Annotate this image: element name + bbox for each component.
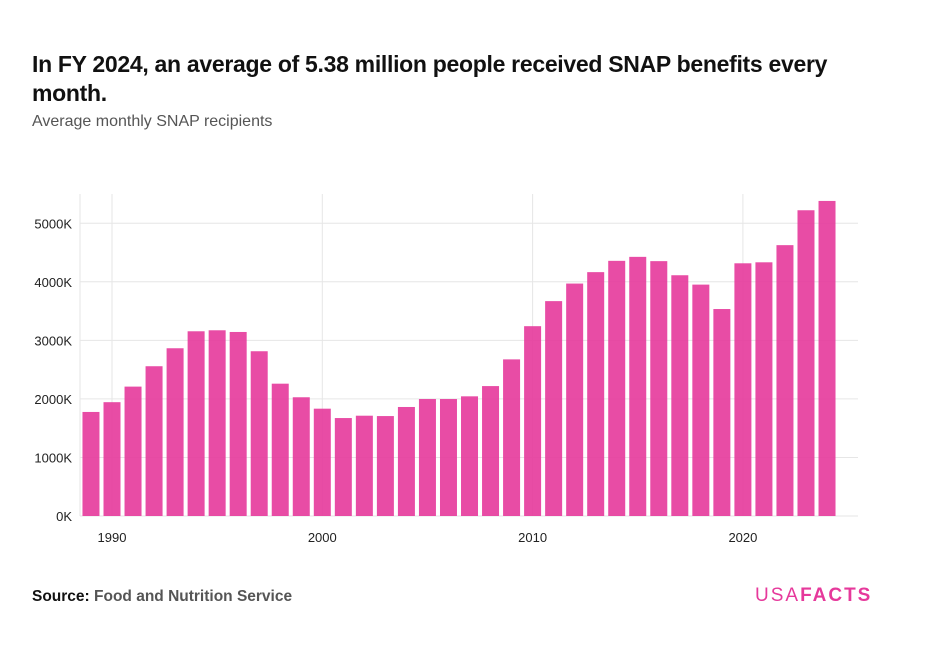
bar — [587, 272, 605, 516]
bar — [608, 260, 626, 516]
bar — [208, 330, 226, 516]
bar — [545, 301, 563, 516]
bar — [229, 331, 247, 516]
bar — [166, 348, 184, 516]
y-tick-label: 2000K — [34, 392, 72, 407]
bar — [103, 402, 121, 516]
bar — [734, 263, 752, 516]
bar — [503, 359, 521, 516]
source-text: Food and Nutrition Service — [94, 588, 293, 605]
logo-usa: USA — [755, 585, 801, 606]
bar — [292, 397, 310, 516]
logo-facts: FACTS — [800, 585, 873, 606]
bar — [524, 326, 542, 516]
bar — [124, 386, 142, 516]
bar — [355, 415, 373, 516]
bar — [334, 418, 352, 516]
bar — [797, 210, 815, 517]
bar — [439, 399, 457, 516]
bar — [671, 275, 689, 516]
bar — [713, 309, 731, 516]
x-tick-label: 2000 — [308, 530, 337, 545]
y-tick-label: 3000K — [34, 333, 72, 348]
bar — [755, 262, 773, 516]
bar — [818, 200, 836, 516]
bar — [566, 283, 584, 516]
bar — [461, 396, 479, 516]
x-tick-label: 2010 — [518, 530, 547, 545]
bar — [482, 386, 500, 516]
bar — [692, 284, 710, 516]
source-label: Source: — [32, 588, 90, 605]
bar — [376, 416, 394, 516]
bar — [145, 366, 163, 516]
y-tick-label: 5000K — [34, 216, 72, 231]
source-note: Source: Food and Nutrition Service — [32, 588, 292, 606]
x-tick-label: 1990 — [98, 530, 127, 545]
bar — [313, 408, 331, 516]
bar — [418, 399, 436, 516]
usafacts-logo: USAFACTS — [755, 585, 872, 607]
bar — [271, 383, 289, 516]
bar — [250, 351, 268, 516]
y-tick-label: 0K — [56, 509, 72, 524]
chart-title: In FY 2024, an average of 5.38 million p… — [32, 51, 828, 106]
bar — [629, 256, 647, 516]
bar — [776, 245, 794, 516]
x-tick-label: 2020 — [728, 530, 757, 545]
y-tick-label: 1000K — [34, 450, 72, 465]
y-tick-label: 4000K — [34, 275, 72, 290]
chart-subtitle: Average monthly SNAP recipients — [32, 113, 273, 130]
bar — [650, 261, 668, 516]
bar — [397, 406, 415, 516]
bar — [187, 331, 205, 516]
bar — [82, 411, 100, 516]
